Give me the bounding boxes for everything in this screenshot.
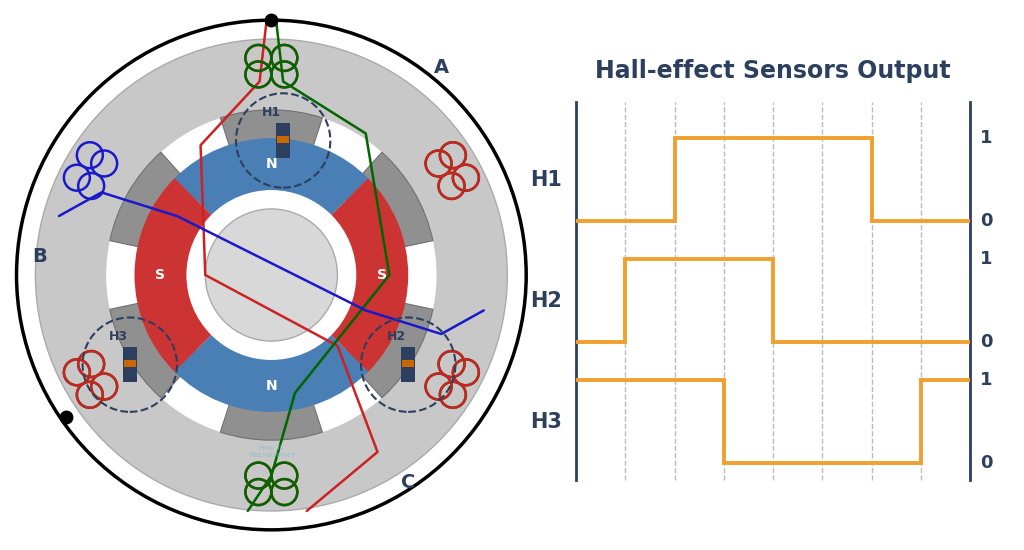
Text: Hall-effect Sensors Output: Hall-effect Sensors Output	[595, 58, 951, 82]
Text: H3: H3	[530, 411, 562, 432]
FancyBboxPatch shape	[402, 360, 414, 367]
Wedge shape	[342, 152, 433, 253]
Wedge shape	[110, 297, 201, 398]
Text: B: B	[33, 246, 47, 266]
Wedge shape	[174, 138, 369, 215]
Text: S: S	[377, 268, 387, 282]
Circle shape	[36, 39, 507, 511]
Text: 1: 1	[980, 371, 993, 389]
Circle shape	[205, 209, 338, 341]
Wedge shape	[220, 376, 323, 440]
Text: How To
Mechatronics: How To Mechatronics	[248, 445, 295, 458]
FancyBboxPatch shape	[276, 123, 290, 158]
Text: 0: 0	[980, 333, 993, 351]
Text: A: A	[434, 58, 449, 77]
Wedge shape	[134, 178, 211, 372]
Text: H1: H1	[262, 106, 281, 119]
Text: N: N	[265, 157, 278, 171]
Text: 0: 0	[980, 454, 993, 472]
Text: C: C	[401, 473, 416, 492]
Text: 0: 0	[980, 212, 993, 230]
Text: S: S	[156, 268, 166, 282]
FancyBboxPatch shape	[401, 347, 416, 382]
Text: H2: H2	[530, 290, 562, 311]
Text: 1: 1	[980, 250, 993, 268]
Text: H3: H3	[109, 330, 127, 343]
FancyBboxPatch shape	[124, 360, 135, 367]
FancyBboxPatch shape	[278, 136, 289, 143]
Text: N: N	[265, 379, 278, 393]
Wedge shape	[220, 110, 323, 174]
Circle shape	[106, 110, 436, 440]
FancyBboxPatch shape	[123, 347, 137, 382]
Wedge shape	[342, 297, 433, 398]
Wedge shape	[332, 178, 409, 372]
Text: H1: H1	[530, 169, 562, 190]
Wedge shape	[110, 152, 201, 253]
Text: 1: 1	[980, 129, 993, 147]
Text: H2: H2	[387, 330, 406, 343]
Wedge shape	[174, 335, 369, 412]
